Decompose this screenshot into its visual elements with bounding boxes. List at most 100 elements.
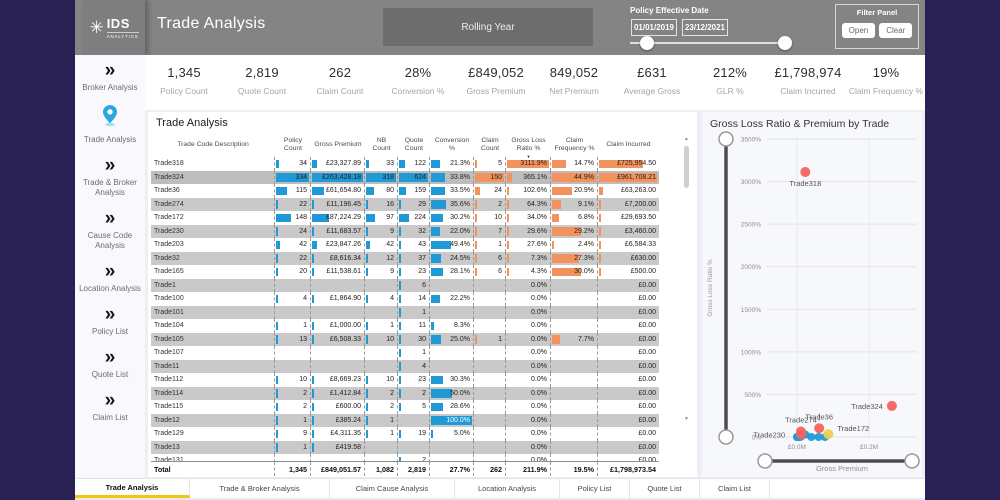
tab-claim-cause-analysis[interactable]: Claim Cause Analysis: [330, 479, 455, 498]
glr-slider-handle-top[interactable]: [718, 131, 734, 147]
ids-star-icon: ✳: [89, 18, 104, 37]
table-row-trade36[interactable]: Trade36 115 £61,654.80 80 159 33.5% 24 102.6% 20…: [151, 184, 659, 198]
scrollbar-thumb[interactable]: [684, 146, 689, 188]
trade-code-cell: Trade115: [151, 400, 275, 414]
table-row-trade318[interactable]: Trade318 34 £23,327.89 33 122 21.3% 5 3111.9% 14…: [151, 157, 659, 171]
data-bar: [599, 254, 601, 263]
data-cell: £29,693.50: [598, 211, 659, 225]
tab-location-analysis[interactable]: Location Analysis: [455, 479, 560, 498]
data-bar: [312, 173, 363, 182]
filter-clear-button[interactable]: Clear: [879, 23, 913, 38]
premium-slider-handle-left[interactable]: [757, 453, 773, 469]
table-row-trade101[interactable]: Trade101 1 0.0% £0.00: [151, 305, 659, 319]
sidebar-item-trade-broker-analysis[interactable]: » Trade & Broker Analysis: [79, 156, 141, 198]
sidebar-item-location-analysis[interactable]: » Location Analysis: [79, 262, 141, 294]
data-bar: [475, 227, 477, 236]
table-row-trade1[interactable]: Trade1 6 0.0% £0.00: [151, 278, 659, 292]
data-cell: [430, 346, 474, 360]
column-header-conversion[interactable]: Conversion %: [434, 136, 470, 152]
scatter-point-trade172[interactable]: [823, 429, 834, 440]
date-end-input[interactable]: 23/12/2021: [682, 19, 728, 36]
table-row-trade107[interactable]: Trade107 1 0.0% £0.00: [151, 346, 659, 360]
table-scrollbar[interactable]: ▲ ▼: [682, 136, 691, 422]
scroll-down-icon[interactable]: ▼: [684, 416, 689, 422]
cell-text: Trade274: [154, 200, 184, 208]
cell-text: 1: [303, 416, 307, 424]
data-cell: £7,200.00: [598, 198, 659, 212]
table-row-trade112[interactable]: Trade112 10 £8,669.23 10 23 30.3% 0.0% £0.00: [151, 373, 659, 387]
cell-text: £11,196.45: [326, 200, 361, 208]
table-row-trade114[interactable]: Trade114 2 £1,412.84 2 2 50.0% 0.0% £0.00: [151, 386, 659, 400]
data-cell: [474, 305, 506, 319]
data-cell: £4,311.35: [311, 427, 365, 441]
column-header-gross-loss-ratio[interactable]: Gross Loss Ratio % ▼: [511, 136, 546, 159]
scatter-point-trade101[interactable]: [814, 433, 823, 441]
data-bar: [312, 429, 314, 438]
tab-trade-analysis[interactable]: Trade Analysis: [75, 479, 190, 498]
column-header-quote-count[interactable]: Quote Count: [404, 136, 424, 152]
table-row-trade11[interactable]: Trade11 4 0.0% £0.00: [151, 359, 659, 373]
table-row-trade274[interactable]: Trade274 22 £11,196.45 16 29 35.6% 2 64.3% 9.1% £…: [151, 197, 659, 212]
data-cell: 30.2%: [430, 211, 474, 225]
sidebar-item-broker-analysis[interactable]: » Broker Analysis: [79, 61, 141, 93]
date-start-input[interactable]: 01/01/2019: [631, 19, 677, 36]
cell-text: £0.00: [638, 416, 656, 424]
table-row-trade129[interactable]: Trade129 9 £4,311.35 1 19 5.0% 0.0% £0.00: [151, 427, 659, 441]
table-row-trade172[interactable]: Trade172 148 £87,224.29 97 224 30.2% 10 34.0% 6.…: [151, 211, 659, 225]
kpi-value: 212%: [712, 65, 748, 80]
kpi-value: 19%: [872, 65, 900, 80]
tab-quote-list[interactable]: Quote List: [630, 479, 700, 498]
premium-slider-handle-right[interactable]: [904, 453, 920, 469]
table-row-trade100[interactable]: Trade100 4 £1,864.90 4 14 22.2% 0.0% £0.00: [151, 292, 659, 306]
tab-policy-list[interactable]: Policy List: [560, 479, 630, 498]
table-row-trade165[interactable]: Trade165 20 £11,538.61 9 23 28.1% 6 4.3% 30.0% £5…: [151, 265, 659, 279]
column-header-claim-frequency[interactable]: Claim Frequency %: [554, 136, 595, 152]
table-row-trade32[interactable]: Trade32 22 £8,616.34 12 37 24.5% 6 7.3% 27.3% £63…: [151, 251, 659, 265]
table-row-trade12[interactable]: Trade12 1 £385.24 1 100.0% 0.0% £0.00: [151, 413, 659, 427]
table-row-trade105[interactable]: Trade105 13 £6,508.33 10 30 25.0% 1 0.0% 7.7% £0.…: [151, 332, 659, 346]
scatter-point-trade324[interactable]: [886, 400, 897, 411]
data-cell: [474, 400, 506, 414]
kpi-value: 262: [328, 65, 352, 80]
sidebar-item-claim-list[interactable]: » Claim List: [79, 391, 141, 423]
y-axis-label: Gross Loss Ratio %: [707, 259, 714, 317]
filter-open-button[interactable]: Open: [841, 23, 876, 38]
scatter-point-trade11[interactable]: [807, 433, 816, 441]
table-row-trade324[interactable]: Trade324 334 £263,428.18 318 624 33.8% 150 365.…: [151, 170, 659, 184]
point-label-trade36: Trade36: [805, 412, 833, 421]
scroll-up-icon[interactable]: ▲: [684, 136, 689, 142]
column-header-trade-code-description[interactable]: Trade Code Description: [177, 140, 249, 148]
table-row-trade230[interactable]: Trade230 24 £11,683.57 9 32 22.0% 7 29.6% 29.2% £…: [151, 224, 659, 238]
kpi-value: £849,052: [468, 65, 524, 80]
sidebar-item-trade-analysis[interactable]: Trade Analysis: [79, 104, 141, 145]
glr-slider-handle-bottom[interactable]: [718, 429, 734, 445]
data-cell: [365, 305, 398, 319]
sidebar-item-cause-code-analysis[interactable]: » Cause Code Analysis: [79, 209, 141, 251]
scatter-point-trade36[interactable]: [814, 423, 825, 434]
cell-text: 102.6%: [523, 187, 547, 194]
data-bar: [366, 416, 368, 425]
table-row-trade203[interactable]: Trade203 42 £23,847.26 42 43 49.4% 1 27.6% 2.4% £…: [151, 238, 659, 252]
column-header-policy-count[interactable]: Policy Count: [283, 136, 303, 152]
table-row-trade131[interactable]: Trade131 2 0.0% £0.00: [151, 454, 659, 461]
sidebar-item-policy-list[interactable]: » Policy List: [79, 305, 141, 337]
kpi-claim-frequency: 19% Claim Frequency %: [847, 55, 925, 110]
date-range-slider-handle-left[interactable]: [640, 36, 654, 50]
tab-trade-broker-analysis[interactable]: Trade & Broker Analysis: [190, 479, 330, 498]
column-header-claim-incurred[interactable]: Claim Incurred: [606, 140, 651, 148]
scatter-point-trade318[interactable]: [800, 167, 811, 178]
column-header-nb-count[interactable]: NB Count: [372, 136, 391, 152]
date-range-slider-track[interactable]: [630, 42, 792, 44]
table-row-trade115[interactable]: Trade115 2 £600.00 2 5 28.6% 0.0% £0.00: [151, 400, 659, 414]
scatter-point-trade230[interactable]: [796, 429, 807, 440]
sidebar-item-quote-list[interactable]: » Quote List: [79, 348, 141, 380]
data-cell: 0.0%: [506, 400, 551, 414]
tab-claim-list[interactable]: Claim List: [700, 479, 770, 498]
date-range-slider-handle-right[interactable]: [778, 36, 792, 50]
cell-text: 1: [303, 443, 307, 451]
column-header-claim-count[interactable]: Claim Count: [480, 136, 500, 152]
rolling-year-button[interactable]: Rolling Year: [383, 8, 593, 46]
column-header-gross-premium[interactable]: Gross Premium: [314, 140, 362, 148]
table-row-trade13[interactable]: Trade13 1 £419.58 0.0% £0.00: [151, 440, 659, 454]
table-row-trade104[interactable]: Trade104 1 £1,000.00 1 11 8.3% 0.0% £0.00: [151, 319, 659, 333]
